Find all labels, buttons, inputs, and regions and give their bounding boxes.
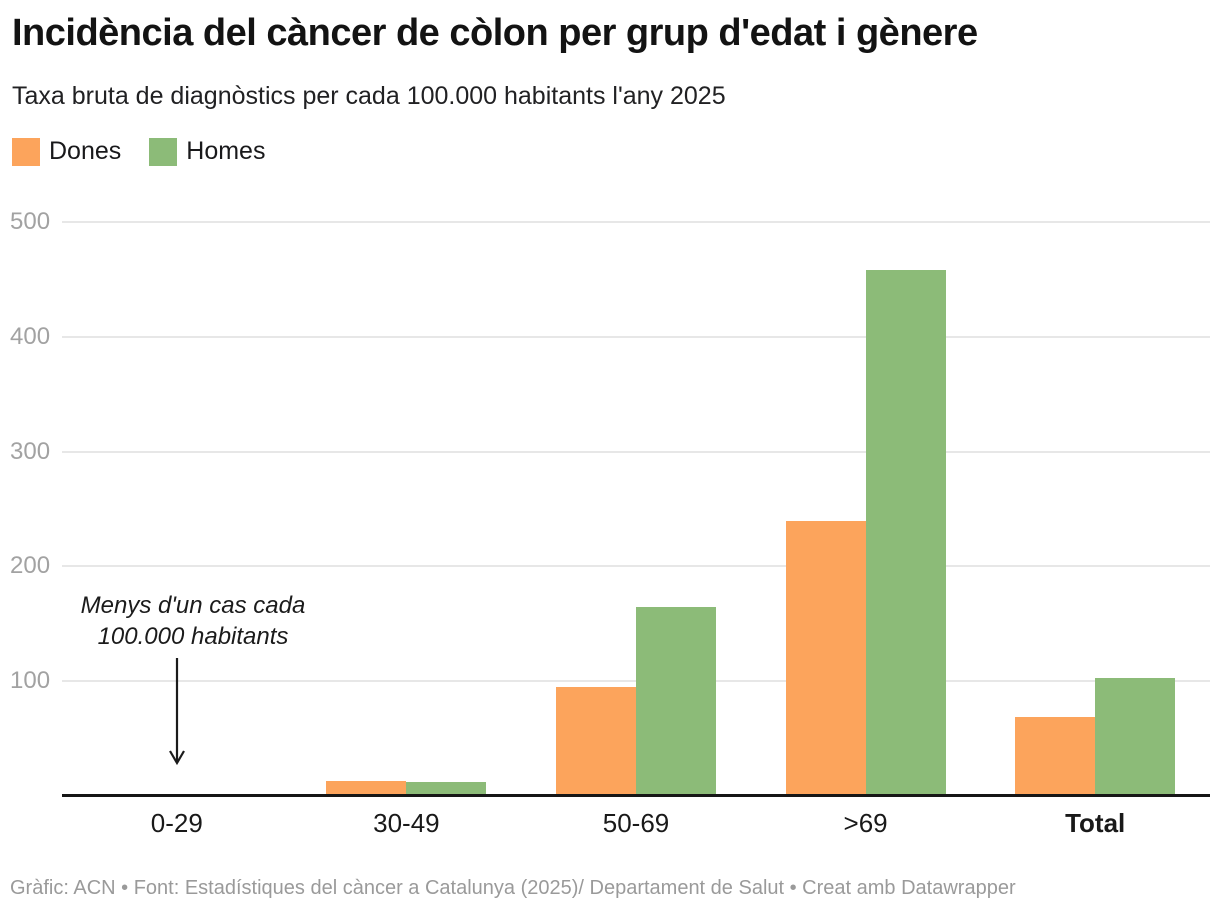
x-axis-label->69: >69 (843, 808, 888, 838)
x-axis-label-30-49: 30-49 (373, 808, 440, 838)
gridline-500 (62, 221, 1210, 223)
x-axis-line (62, 794, 1210, 797)
source-credit: Gràfic: ACN • Font: Estadístiques del cà… (10, 877, 1016, 899)
x-axis-label-50-69: 50-69 (602, 808, 670, 838)
bar-homes->69 (865, 270, 946, 795)
legend-label-dones: Dones (49, 137, 122, 165)
gridline-300 (62, 450, 1210, 453)
legend-swatch-homes (149, 137, 178, 166)
page-title: Incidència del càncer de còlon per grup … (12, 12, 978, 54)
annotation-line-1: Menys d'un cas cada (80, 592, 306, 619)
y-axis-tick-100: 100 (10, 667, 51, 695)
bar-homes-30-49 (406, 782, 487, 795)
y-axis-tick-200: 200 (10, 552, 51, 580)
y-axis-tick-300: 300 (10, 437, 51, 465)
bar-dones-50-69 (556, 687, 636, 795)
down-arrow-icon (169, 658, 185, 766)
page-subtitle: Taxa bruta de diagnòstics per cada 100.0… (12, 82, 726, 110)
chart-annotation: Menys d'un cas cada 100.000 habitants (43, 590, 343, 652)
legend-label-homes: Homes (186, 137, 266, 165)
y-axis-tick-400: 400 (10, 322, 51, 350)
bar-dones->69 (785, 520, 866, 795)
annotation-line-2: 100.000 habitants (97, 623, 289, 650)
legend-item-homes: Homes (149, 137, 265, 166)
bar-homes-50-69 (636, 606, 716, 795)
gridline-200 (62, 565, 1210, 568)
y-axis-tick-500: 500 (10, 208, 51, 235)
bar-dones-30-49 (326, 781, 407, 795)
legend-swatch-dones (12, 137, 40, 166)
legend: Dones Homes (12, 137, 265, 166)
gridline-400 (62, 335, 1210, 338)
x-axis-label-0-29: 0-29 (150, 808, 203, 838)
bar-dones-Total (1015, 716, 1096, 795)
legend-item-dones: Dones (12, 137, 121, 166)
bar-homes-Total (1095, 677, 1176, 795)
x-axis-label-Total: Total (1065, 808, 1126, 838)
